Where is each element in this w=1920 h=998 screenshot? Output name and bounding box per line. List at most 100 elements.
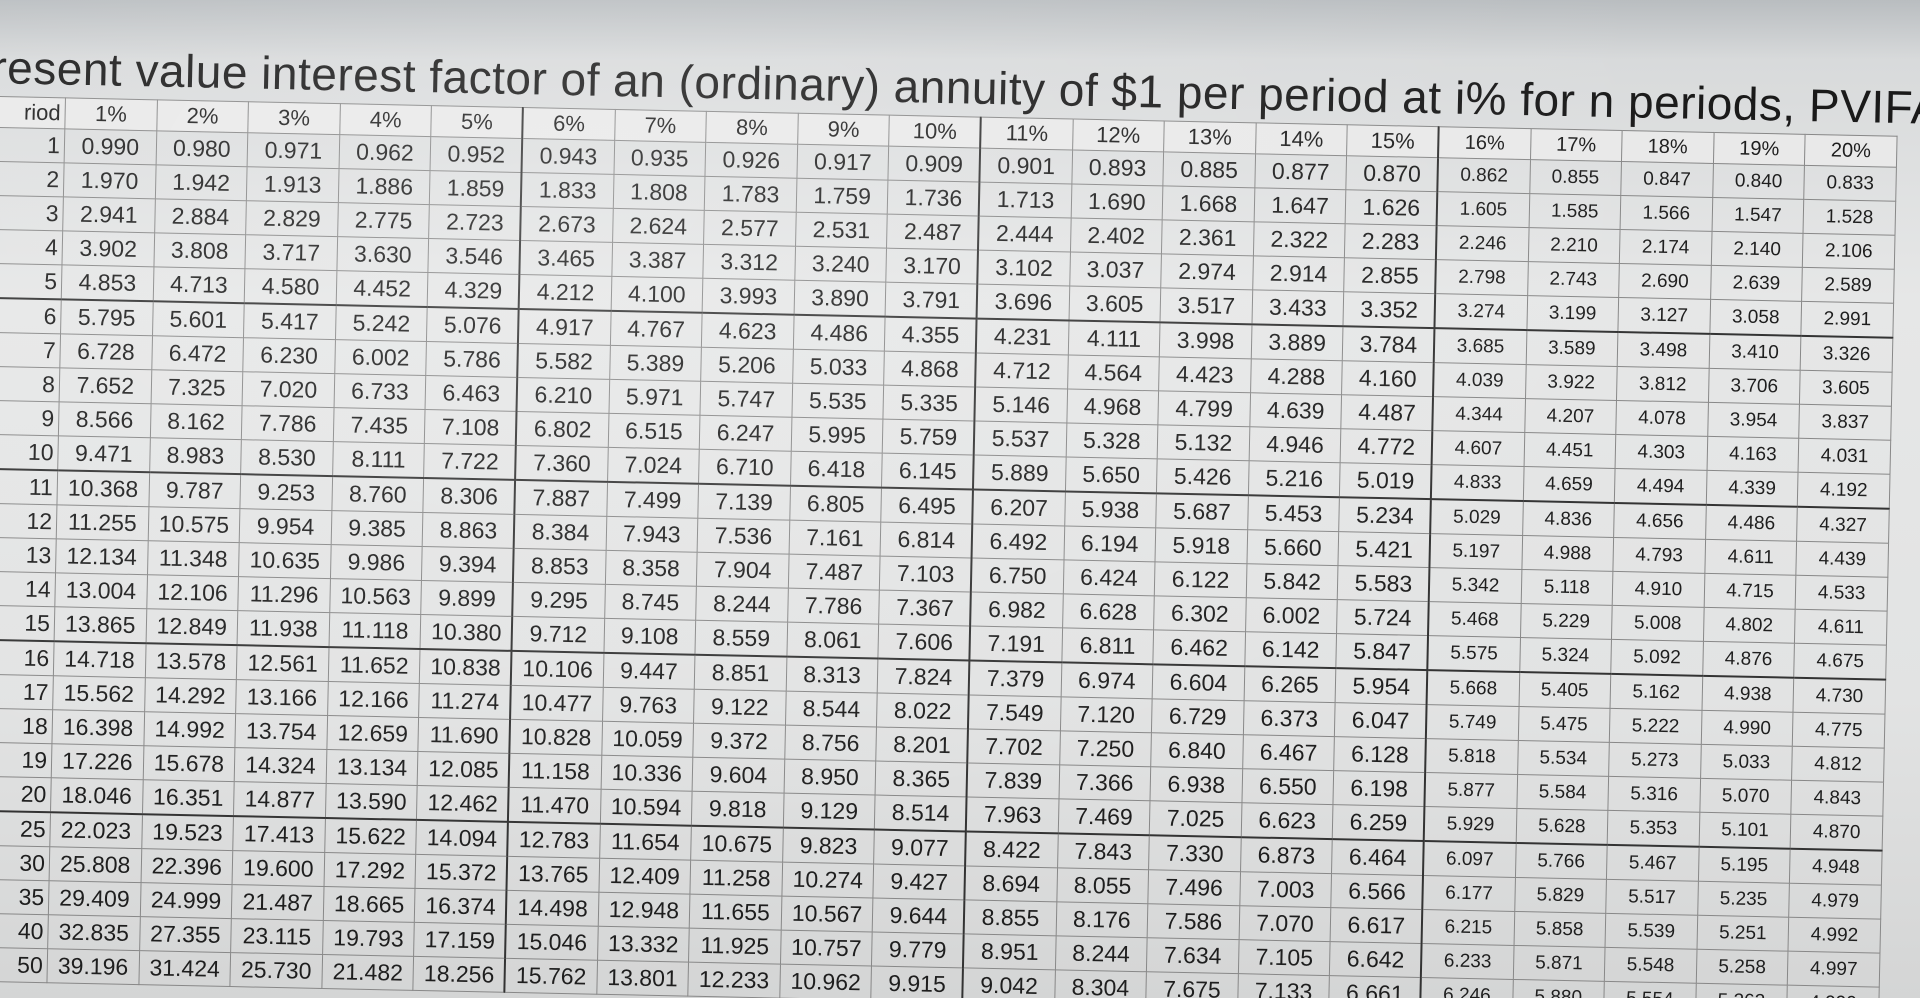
factor-cell: 8.304 <box>1054 969 1147 998</box>
factor-cell: 17.159 <box>413 922 507 959</box>
factor-cell: 9.787 <box>148 472 241 509</box>
factor-cell: 4.451 <box>1523 432 1616 469</box>
factor-cell: 7.330 <box>1148 835 1241 872</box>
factor-cell: 15.372 <box>415 854 508 891</box>
factor-cell: 6.805 <box>789 485 882 523</box>
factor-cell: 4.039 <box>1433 362 1526 399</box>
factor-cell: 4.303 <box>1615 434 1708 471</box>
factor-cell: 8.544 <box>785 691 878 728</box>
factor-cell: 2.991 <box>1801 301 1894 338</box>
factor-cell: 4.712 <box>975 353 1068 389</box>
factor-cell: 13.765 <box>506 856 600 893</box>
factor-cell: 0.943 <box>521 138 615 175</box>
period-cell: 10 <box>0 434 59 471</box>
factor-cell: 6.811 <box>1061 627 1154 665</box>
factor-cell: 9.385 <box>330 510 424 547</box>
factor-cell: 4.329 <box>427 272 520 309</box>
factor-cell: 7.105 <box>1238 939 1331 976</box>
factor-cell: 6.495 <box>881 487 974 525</box>
factor-cell: 4.486 <box>1705 504 1798 542</box>
factor-cell: 14.877 <box>233 781 326 819</box>
factor-cell: 3.037 <box>1069 251 1162 288</box>
factor-cell: 4.100 <box>610 276 703 313</box>
factor-cell: 7.120 <box>1059 696 1153 733</box>
period-cell: 3 <box>0 195 64 231</box>
factor-cell: 5.092 <box>1610 639 1704 676</box>
factor-cell: 7.702 <box>967 728 1060 765</box>
factor-cell: 1.690 <box>1070 183 1163 220</box>
factor-cell: 4.946 <box>1248 426 1342 463</box>
factor-cell: 4.611 <box>1794 609 1888 646</box>
factor-cell: 5.242 <box>335 305 428 342</box>
factor-cell: 9.427 <box>873 864 966 900</box>
factor-cell: 3.465 <box>519 240 613 277</box>
factor-cell: 7.325 <box>150 369 243 406</box>
factor-cell: 11.654 <box>599 823 692 861</box>
factor-cell: 10.828 <box>509 719 603 756</box>
factor-cell: 7.786 <box>241 405 334 442</box>
factor-cell: 16.351 <box>142 779 235 817</box>
factor-cell: 4.580 <box>244 268 337 306</box>
factor-cell: 8.559 <box>695 620 788 657</box>
factor-cell: 8.061 <box>786 622 879 659</box>
factor-cell: 5.938 <box>1064 491 1157 528</box>
factor-cell: 11.255 <box>56 504 149 541</box>
factor-cell: 5.747 <box>700 381 793 418</box>
factor-cell: 2.775 <box>337 202 430 239</box>
factor-cell: 19.793 <box>322 920 415 957</box>
factor-cell: 21.487 <box>231 884 324 921</box>
factor-cell: 9.818 <box>691 791 784 828</box>
factor-cell: 4.160 <box>1341 360 1435 397</box>
factor-cell: 12.134 <box>55 538 148 575</box>
factor-cell: 3.717 <box>245 234 338 271</box>
factor-cell: 4.775 <box>1792 712 1885 749</box>
factor-cell: 6.198 <box>1333 770 1426 807</box>
factor-cell: 4.212 <box>519 274 612 311</box>
factor-cell: 15.562 <box>52 675 145 712</box>
factor-cell: 5.582 <box>517 343 610 380</box>
factor-cell: 4.917 <box>518 308 611 346</box>
period-cell: 17 <box>0 674 54 710</box>
factor-cell: 8.162 <box>149 403 243 440</box>
factor-cell: 4.607 <box>1432 430 1525 467</box>
factor-cell: 2.531 <box>795 212 888 249</box>
factor-cell: 6.464 <box>1331 839 1425 876</box>
factor-cell: 2.577 <box>703 210 796 247</box>
factor-cell: 5.575 <box>1427 635 1520 672</box>
factor-cell: 4.992 <box>1788 917 1881 954</box>
factor-cell: 32.835 <box>47 914 140 951</box>
factor-cell: 12.409 <box>598 858 691 895</box>
factor-cell: 7.003 <box>1239 871 1332 908</box>
factor-cell: 10.106 <box>511 650 604 688</box>
factor-cell: 4.344 <box>1432 396 1525 433</box>
factor-cell: 5.889 <box>973 455 1066 492</box>
factor-cell: 5.229 <box>1519 603 1613 640</box>
factor-cell: 1.886 <box>338 168 431 205</box>
factor-cell: 5.829 <box>1514 877 1607 914</box>
factor-cell: 4.288 <box>1250 358 1343 395</box>
rate-header: 17% <box>1530 128 1623 162</box>
factor-cell: 8.422 <box>965 831 1058 868</box>
factor-cell: 5.146 <box>974 387 1068 423</box>
factor-cell: 6.463 <box>425 375 518 412</box>
rate-header: 6% <box>522 107 615 141</box>
factor-cell: 4.639 <box>1249 392 1342 429</box>
factor-cell: 8.530 <box>240 439 334 477</box>
factor-cell: 7.367 <box>878 590 972 626</box>
factor-cell: 15.622 <box>324 818 417 855</box>
factor-cell: 4.564 <box>1067 354 1160 391</box>
factor-cell: 3.954 <box>1707 402 1800 439</box>
factor-cell: 6.750 <box>971 557 1064 594</box>
factor-cell: 5.749 <box>1426 704 1519 741</box>
factor-cell: 7.025 <box>1149 800 1242 838</box>
factor-cell: 4.793 <box>1612 537 1706 574</box>
factor-cell: 4.439 <box>1796 541 1889 578</box>
period-cell: 40 <box>0 913 49 949</box>
factor-cell: 0.990 <box>64 128 157 165</box>
factor-cell: 6.246 <box>1420 977 1513 998</box>
factor-cell: 13.166 <box>235 679 329 716</box>
factor-cell: 7.536 <box>697 518 790 555</box>
factor-cell: 0.962 <box>338 134 432 171</box>
factor-cell: 4.997 <box>1787 951 1880 988</box>
rate-header: 10% <box>888 115 982 149</box>
